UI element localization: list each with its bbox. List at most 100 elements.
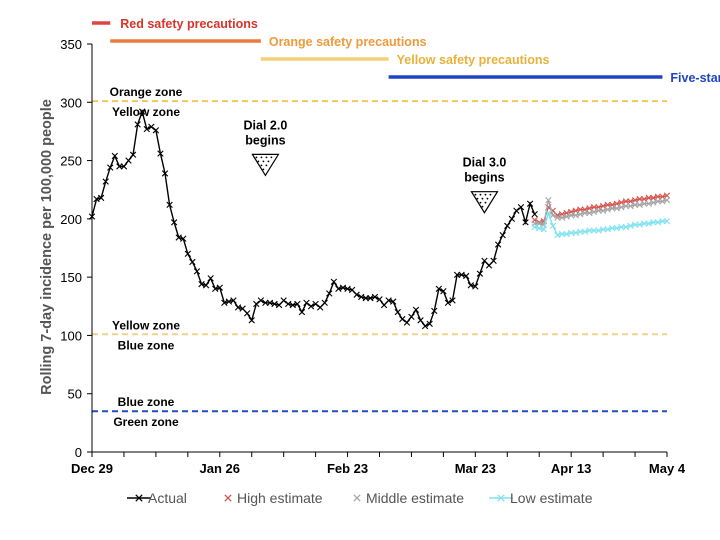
data-point	[586, 209, 593, 217]
triangle-dot	[270, 156, 273, 159]
data-point	[609, 224, 616, 232]
data-point	[558, 230, 566, 238]
data-point	[285, 300, 292, 308]
triangle-outline	[470, 191, 499, 214]
data-point	[536, 224, 543, 232]
zone-label-upper: Orange zone	[110, 85, 183, 99]
y-tick-label: 300	[60, 95, 82, 110]
data-point	[618, 223, 625, 231]
data-point	[175, 234, 182, 241]
data-point	[613, 205, 620, 212]
data-point	[271, 300, 278, 308]
data-point	[595, 227, 602, 234]
data-point	[650, 219, 657, 226]
data-point	[563, 230, 570, 238]
legend-item-actual: Actual	[127, 490, 187, 506]
data-point	[627, 202, 634, 210]
data-point	[358, 293, 365, 301]
y-tick-label: 350	[60, 37, 82, 52]
data-point	[417, 317, 424, 324]
data-point	[198, 280, 205, 288]
data-point	[170, 219, 178, 226]
data-point	[129, 151, 137, 158]
legend-label: High estimate	[237, 490, 323, 506]
data-point	[353, 291, 360, 298]
annotation-line-1: Dial 2.0	[244, 118, 288, 132]
data-point	[116, 163, 123, 170]
triangle-dot	[489, 193, 492, 196]
data-point	[408, 313, 415, 320]
zone-reference-lines: Orange zone Yellow zone Yellow zone Blue zo…	[92, 85, 667, 429]
data-point	[554, 231, 561, 239]
data-point	[371, 293, 379, 301]
data-point	[627, 222, 634, 230]
data-point	[650, 194, 657, 202]
data-point	[294, 300, 301, 308]
data-point	[572, 229, 579, 237]
data-point	[558, 214, 566, 221]
legend-swatch-marker	[497, 494, 505, 502]
data-point	[618, 199, 625, 206]
data-point	[262, 299, 269, 306]
data-point	[567, 229, 575, 237]
data-point	[536, 220, 543, 227]
data-point	[184, 250, 192, 258]
axes: 0 50 100 150 200 250 300 350 Dec 29 Jan 26 Feb 23 M…	[60, 37, 686, 476]
data-point	[590, 204, 598, 211]
data-point	[526, 200, 534, 207]
data-point	[257, 297, 265, 304]
x-tick-label: Mar 23	[455, 461, 496, 476]
series-line-actual	[91, 109, 536, 327]
data-point	[376, 296, 383, 303]
triangle-dot	[481, 197, 484, 200]
data-point	[221, 299, 228, 306]
data-point	[631, 221, 639, 228]
x-tick-label: Feb 23	[327, 461, 368, 476]
data-point	[577, 211, 584, 218]
legend-item-middle-estimate: Middle estimate	[353, 490, 464, 506]
x-tick-label: Dec 29	[71, 461, 113, 476]
x-tick-label: Jan 26	[200, 461, 240, 476]
data-point	[139, 108, 146, 115]
data-point	[476, 270, 484, 277]
data-point	[152, 127, 160, 134]
triangle-dot	[265, 156, 268, 159]
data-point	[549, 212, 557, 219]
annotation-line-2: begins	[245, 133, 285, 147]
data-point	[421, 322, 429, 330]
data-point	[640, 220, 648, 227]
data-point	[659, 198, 666, 205]
data-point	[581, 228, 589, 235]
data-point	[367, 294, 374, 302]
data-point	[654, 198, 662, 205]
period-label-yellow-safety-precautions: Yellow safety precautions	[397, 53, 550, 67]
data-point	[586, 227, 593, 234]
data-point	[609, 205, 616, 212]
triangle-dot	[479, 193, 482, 196]
data-point	[102, 178, 109, 185]
data-point	[549, 222, 557, 230]
data-point	[458, 271, 465, 278]
data-point	[97, 194, 105, 202]
data-point	[134, 121, 141, 128]
y-tick-label: 0	[75, 445, 82, 460]
triangle-dot	[257, 160, 260, 163]
data-point	[613, 224, 620, 232]
data-point	[604, 226, 611, 233]
legend-swatch-marker	[135, 494, 143, 502]
legend-item-high-estimate: High estimate	[224, 490, 323, 506]
y-tick-label: 200	[60, 212, 82, 227]
data-point	[326, 290, 333, 297]
data-point	[513, 207, 520, 214]
data-point	[394, 308, 401, 316]
data-point	[330, 278, 338, 285]
data-point	[143, 125, 150, 133]
legend-item-low-estimate: Low estimate	[489, 490, 593, 506]
data-point	[572, 212, 579, 219]
data-point	[604, 201, 611, 209]
legend-label: Middle estimate	[366, 490, 464, 506]
data-point	[412, 306, 420, 313]
legend: Actual High estimate Middle estimate Low es…	[127, 490, 593, 506]
